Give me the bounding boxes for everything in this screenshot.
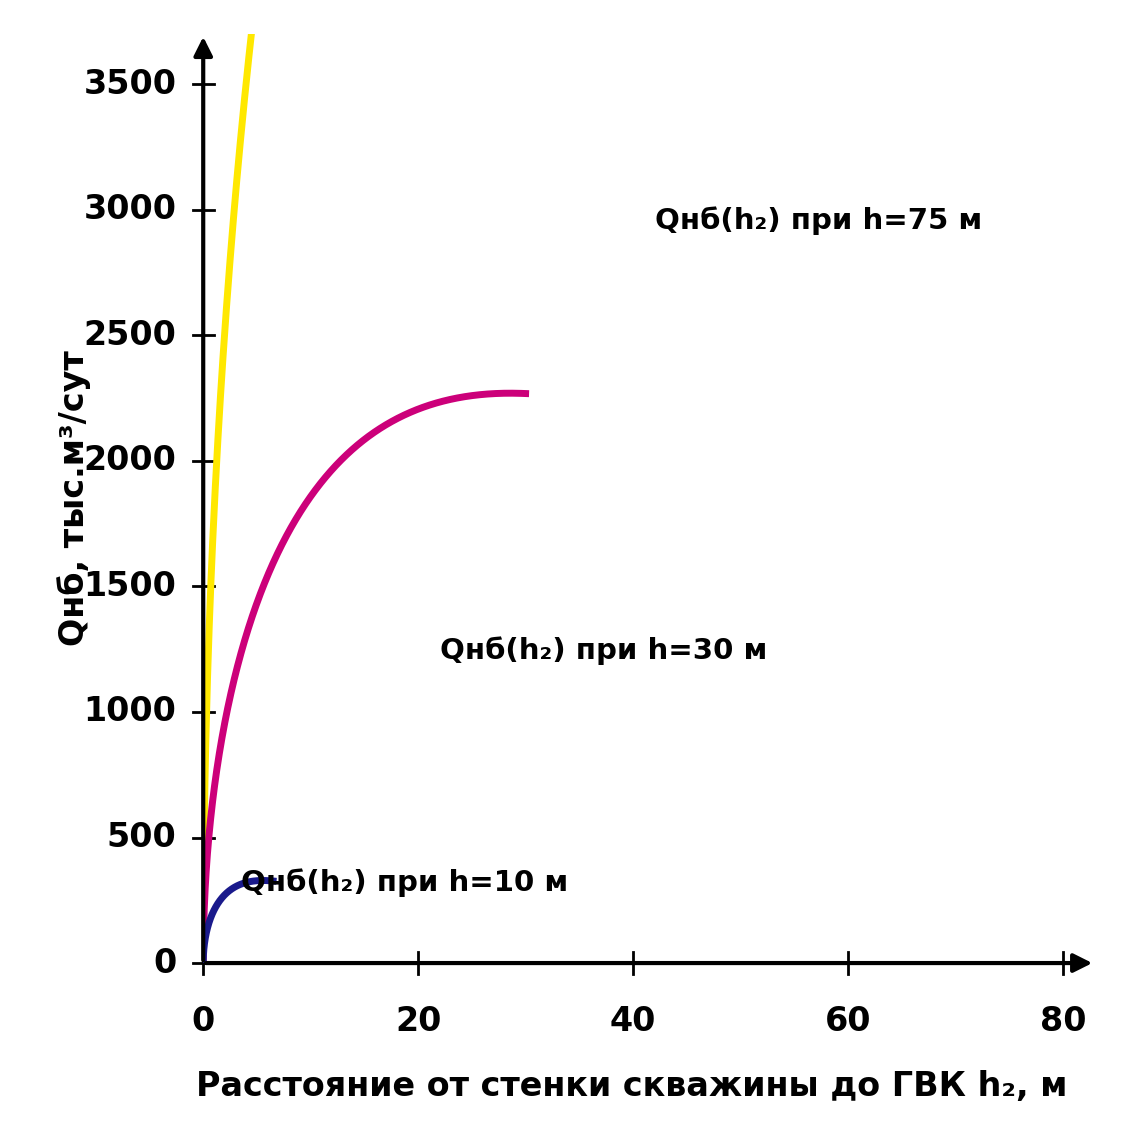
Text: 0: 0 — [192, 1005, 215, 1038]
Text: 3000: 3000 — [84, 194, 176, 227]
Text: 2500: 2500 — [84, 318, 176, 352]
Text: 0: 0 — [154, 946, 176, 980]
Text: 1000: 1000 — [84, 696, 176, 729]
Text: Расстояние от стенки скважины до ГВК h₂, м: Расстояние от стенки скважины до ГВК h₂,… — [195, 1070, 1067, 1102]
Text: 500: 500 — [107, 821, 176, 854]
Text: 40: 40 — [610, 1005, 656, 1038]
Text: 80: 80 — [1040, 1005, 1086, 1038]
Text: 3500: 3500 — [84, 68, 176, 101]
Text: 2000: 2000 — [84, 444, 176, 477]
Text: Qнб(h₂) при h=75 м: Qнб(h₂) при h=75 м — [655, 206, 982, 235]
Text: 1500: 1500 — [84, 570, 176, 603]
Text: Qнб(h₂) при h=30 м: Qнб(h₂) при h=30 м — [439, 637, 767, 665]
Text: 60: 60 — [824, 1005, 872, 1038]
Text: Qнб, тыс.м³/сут: Qнб, тыс.м³/сут — [56, 350, 90, 647]
Text: Qнб(h₂) при h=10 м: Qнб(h₂) при h=10 м — [240, 868, 568, 896]
Text: 20: 20 — [395, 1005, 441, 1038]
